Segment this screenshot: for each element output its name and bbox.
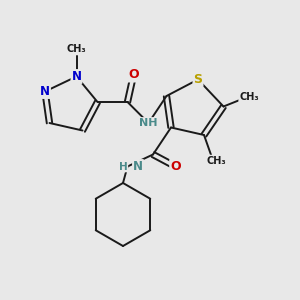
Text: CH₃: CH₃: [239, 92, 259, 103]
Text: O: O: [128, 68, 139, 82]
Text: N: N: [71, 70, 82, 83]
Text: NH: NH: [139, 118, 158, 128]
Text: O: O: [170, 160, 181, 173]
Text: N: N: [40, 85, 50, 98]
Text: CH₃: CH₃: [67, 44, 86, 55]
Text: H: H: [118, 161, 127, 172]
Text: CH₃: CH₃: [206, 155, 226, 166]
Text: S: S: [194, 73, 202, 86]
Text: N: N: [133, 160, 143, 173]
